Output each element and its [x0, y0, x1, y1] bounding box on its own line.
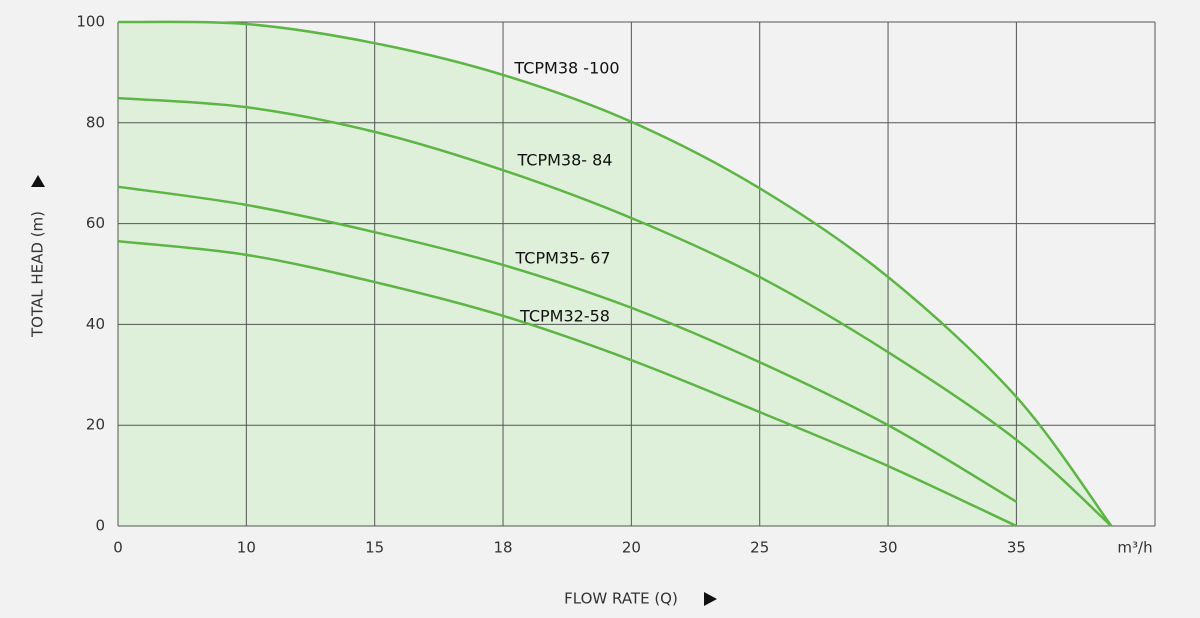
- x-axis-label: FLOW RATE (Q): [564, 590, 678, 608]
- x-tick-label: 35: [1007, 539, 1026, 557]
- x-tick-label: 25: [750, 539, 769, 557]
- y-tick-label: 40: [86, 315, 105, 333]
- x-tick-label: 20: [622, 539, 641, 557]
- x-unit: m³/h: [1117, 539, 1152, 557]
- x-tick-label: 0: [113, 539, 123, 557]
- series-label: TCPM35- 67: [514, 249, 610, 268]
- x-arrow: [704, 592, 717, 606]
- x-tick-label: 10: [237, 539, 256, 557]
- y-arrow: [31, 175, 45, 187]
- y-axis-label: TOTAL HEAD (m): [29, 211, 47, 338]
- y-tick-label: 20: [86, 416, 105, 434]
- series-label: TCPM38- 84: [516, 151, 612, 170]
- x-tick-label: 30: [879, 539, 898, 557]
- y-tick-label: 60: [86, 214, 105, 232]
- y-tick-label: 0: [95, 517, 105, 535]
- curve: [117, 20, 1113, 527]
- series-label: TCPM32-58: [519, 307, 610, 326]
- curve: [117, 239, 1017, 528]
- y-tick-label: 80: [86, 113, 105, 131]
- area-fill: [118, 21, 1112, 527]
- y-tick-label: 100: [76, 13, 105, 31]
- series-label: TCPM38 -100: [513, 59, 619, 78]
- x-tick-label: 18: [493, 539, 512, 557]
- curve: [117, 185, 1018, 503]
- curve: [117, 96, 1113, 527]
- x-tick-label: 15: [365, 539, 384, 557]
